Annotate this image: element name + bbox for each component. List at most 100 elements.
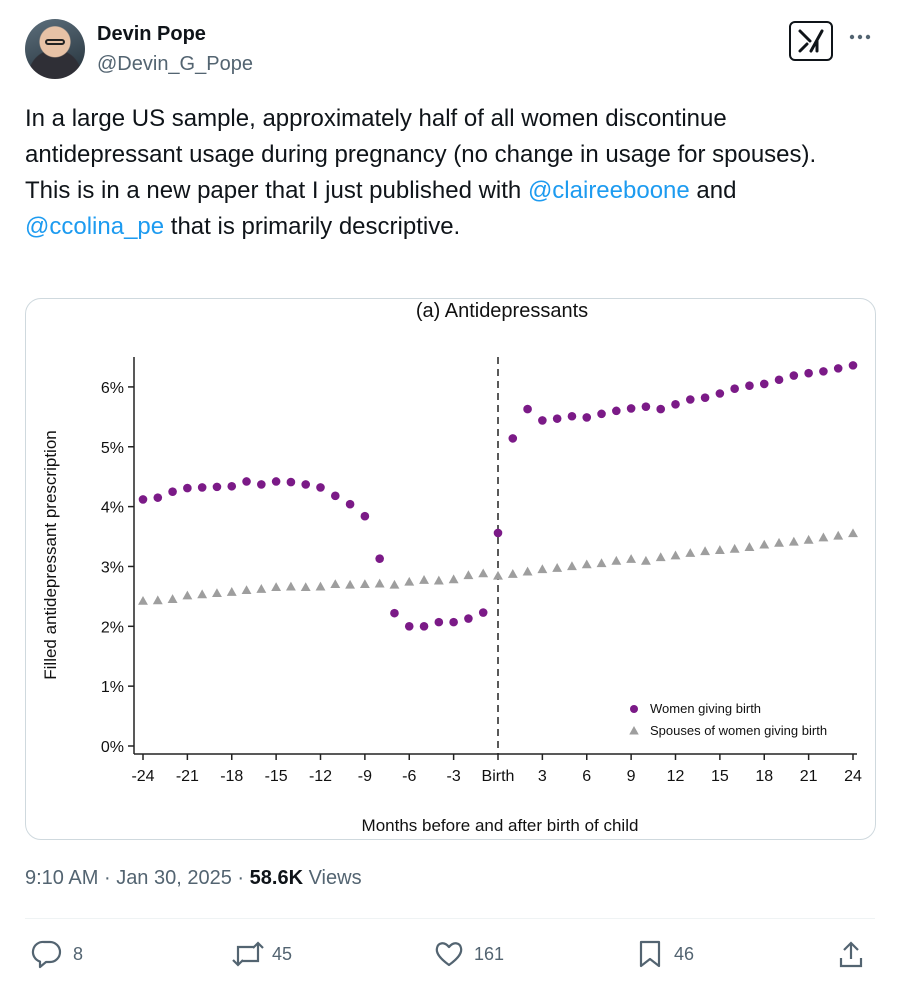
women-data-point [168, 487, 177, 496]
spouses-data-point [448, 574, 459, 584]
spouses-data-point [714, 545, 725, 554]
tweet-text-mid: and [689, 177, 737, 204]
like-count: 161 [474, 943, 505, 964]
women-data-point [626, 404, 636, 413]
women-data-point [671, 399, 680, 409]
spouses-data-point [581, 559, 592, 569]
x-tick-label: 6 [582, 768, 591, 785]
spouses-data-point [493, 570, 503, 580]
author-handle[interactable]: @Devin_G_Pope [97, 53, 253, 75]
more-options-button[interactable] [847, 24, 873, 50]
spouses-data-point [788, 536, 799, 546]
spouses-data-point [138, 595, 148, 605]
women-data-point [316, 483, 325, 492]
spouses-data-point [300, 582, 311, 592]
women-data-point [478, 608, 488, 617]
women-data-point [656, 404, 666, 414]
share-icon [839, 941, 863, 968]
women-data-point [493, 528, 503, 538]
spouses-data-point [359, 579, 370, 589]
spouses-data-point [626, 554, 637, 563]
tweet-time[interactable]: 9:10 AM [25, 867, 99, 889]
x-tick-label: -15 [265, 768, 288, 785]
more-icon [849, 34, 871, 40]
women-data-point [360, 511, 370, 521]
spouses-data-point [433, 575, 444, 585]
bookmark-count: 46 [674, 943, 695, 964]
spouses-data-point [818, 532, 829, 542]
spouses-data-point [537, 564, 548, 574]
women-data-point [419, 622, 429, 631]
women-data-point [597, 409, 606, 419]
heart-icon [435, 942, 463, 967]
women-data-point [390, 608, 399, 618]
mention-link-claireeboone[interactable]: @claireeboone [527, 177, 690, 204]
legend-women-marker [630, 705, 638, 713]
spouses-data-point [374, 578, 385, 588]
x-tick-label: -3 [447, 768, 461, 785]
chart-y-axis-label: Filled antidepressant prescription [41, 430, 60, 679]
spouses-data-point [285, 581, 296, 591]
x-tick-label: -12 [309, 768, 332, 785]
x-tick-label: 24 [844, 768, 862, 785]
spouses-data-point [271, 582, 282, 592]
x-tick-label: -21 [176, 768, 199, 785]
spouses-data-point [330, 579, 341, 589]
x-tick-label: Birth [482, 768, 515, 785]
bookmark-icon [639, 940, 661, 968]
women-data-point [538, 416, 547, 425]
women-data-point [715, 389, 725, 398]
x-tick-label: 15 [711, 768, 729, 785]
reply-icon [31, 940, 62, 969]
avatar[interactable] [25, 19, 85, 79]
women-data-point [434, 617, 444, 627]
spouses-data-point [567, 561, 577, 571]
women-data-point [833, 364, 843, 373]
chart-x-axis-label: Months before and after birth of child [362, 816, 639, 835]
women-data-point [197, 483, 207, 492]
spouses-data-point [670, 550, 681, 560]
grok-button[interactable] [789, 21, 833, 61]
women-data-point [730, 384, 739, 394]
spouses-data-point [774, 537, 784, 547]
mention-link-ccolina-pe[interactable]: @ccolina_pe [25, 213, 165, 240]
share-button[interactable] [838, 936, 864, 972]
women-data-point [330, 491, 340, 501]
legend-spouses-marker [629, 726, 639, 735]
avatar-glasses [45, 39, 65, 45]
media-card[interactable]: (a) Antidepressants Filled antidepressan… [25, 298, 876, 840]
repost-button[interactable]: 45 [230, 936, 292, 972]
x-tick-label: -18 [220, 768, 243, 785]
x-tick-label: -9 [358, 768, 372, 785]
women-data-point [804, 368, 813, 378]
chart-title: (a) Antidepressants [416, 300, 588, 322]
chart-marks [138, 361, 858, 631]
meta-separator-2: · [237, 867, 245, 889]
women-data-point [685, 395, 695, 404]
views-label: Views [308, 867, 362, 889]
women-data-point [404, 622, 414, 631]
spouses-data-point [478, 568, 489, 578]
women-data-point [700, 393, 710, 402]
women-data-point [153, 493, 163, 502]
spouses-data-point [256, 584, 267, 593]
author-name[interactable]: Devin Pope [97, 23, 206, 45]
spouses-data-point [507, 569, 518, 578]
women-data-point [552, 414, 562, 423]
spouses-data-point [226, 586, 237, 596]
women-data-point [819, 367, 828, 376]
tweet-date[interactable]: Jan 30, 2025 [116, 867, 232, 889]
y-tick-label: 3% [101, 559, 124, 576]
women-data-point [375, 554, 384, 563]
spouses-data-point [182, 590, 193, 600]
spouses-data-point [611, 555, 622, 565]
spouses-data-point [404, 576, 415, 586]
women-data-point [774, 375, 784, 385]
like-button[interactable]: 161 [434, 936, 504, 972]
reply-button[interactable]: 8 [31, 936, 83, 972]
women-data-point [582, 413, 592, 422]
tweet-text-suffix: that is primarily descriptive. [164, 213, 461, 240]
bookmark-button[interactable]: 46 [638, 936, 694, 972]
chart-legend: Women giving birth Spouses of women givin… [629, 701, 827, 738]
x-tick-label: 21 [800, 768, 818, 785]
